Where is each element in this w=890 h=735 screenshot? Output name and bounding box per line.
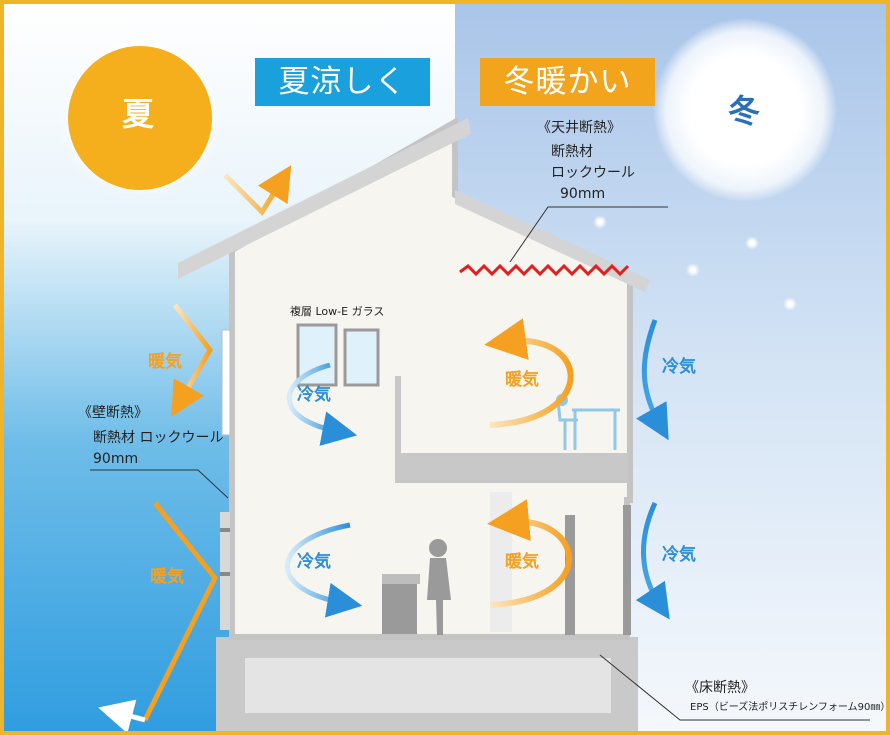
wall-callout-line1: 断熱材 ロックウール (93, 430, 224, 446)
kitchen-counter (382, 582, 417, 634)
warm-air-arrow-lower (142, 501, 218, 722)
roof-left (178, 118, 471, 279)
roof-right (455, 190, 650, 292)
summer-sun (68, 46, 212, 190)
warm-air-arrow-loft (484, 318, 574, 428)
warm-air-label-upper: 暖気 (148, 352, 182, 372)
wall-insulation-strip (221, 329, 231, 436)
low-e-glass-label: 複層 Low-E ガラス (290, 305, 385, 318)
cool-air-label-outside-lower: 冷気 (662, 545, 696, 565)
cool-air-arrow-outside-upper (636, 319, 669, 441)
sun-ray-reflect (223, 165, 292, 216)
lower-wall-strip (220, 512, 230, 630)
ceiling-insulation (459, 263, 630, 277)
person-silhouette (427, 539, 451, 635)
cool-air-arrow-outside-lower (635, 501, 670, 620)
ceiling-callout-line2: ロックウール (551, 165, 635, 181)
desk-and-chair (556, 399, 620, 450)
warm-air-label-lower: 暖気 (150, 567, 184, 587)
wall-callout-line2: 90mm (93, 451, 139, 467)
warm-air-label-ground: 暖気 (505, 552, 539, 572)
callout-lines (90, 206, 870, 721)
cool-air-label-outside-upper: 冷気 (662, 357, 696, 377)
floor-callout-title: 《床断熱》 (685, 680, 755, 696)
warm-air-arrow-ground (487, 499, 572, 608)
warm-air-arrow-upper (171, 303, 214, 418)
floor-callout-line1: EPS（ビーズ法ポリスチレンフォーム90㎜） (690, 702, 890, 713)
winter-label: 冬 (728, 92, 761, 130)
floor-insulation (245, 658, 611, 713)
loft-rail (395, 376, 401, 456)
cool-air-arrow-lower (285, 522, 363, 618)
cool-air-arrow-upper (286, 362, 358, 446)
ceiling-callout-line1: 断熱材 (551, 144, 593, 160)
wall-callout-title: 《壁断熱》 (78, 405, 148, 421)
column (565, 515, 575, 635)
winter-badge: 冬暖かい (480, 58, 655, 106)
warm-air-label-loft: 暖気 (505, 370, 539, 390)
upper-floor-slab (395, 453, 628, 483)
cool-air-label-upper: 冷気 (297, 385, 331, 405)
summer-label: 夏 (122, 95, 155, 133)
winter-sun (653, 18, 837, 202)
summer-badge: 夏涼しく (255, 58, 430, 106)
ceiling-callout-title: 《天井断熱》 (537, 120, 621, 136)
cool-air-label-lower: 冷気 (297, 552, 331, 572)
ceiling-callout-line3: 90mm (560, 186, 606, 202)
